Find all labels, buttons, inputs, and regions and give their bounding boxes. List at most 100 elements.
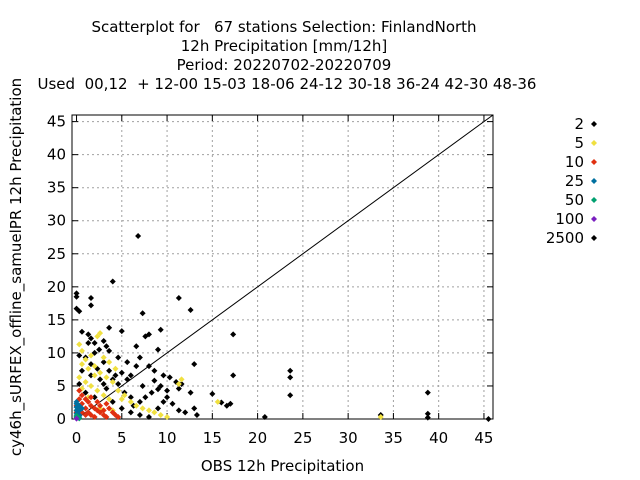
- data-point-series-2: [261, 414, 268, 421]
- data-point-series-2: [115, 354, 122, 361]
- data-point-series-25: [78, 405, 85, 412]
- x-axis-label: OBS 12h Precipitation: [201, 457, 364, 475]
- data-point-series-5: [100, 354, 107, 361]
- data-point-series-5: [151, 409, 158, 416]
- data-point-series-2: [145, 331, 152, 338]
- data-point-series-2: [160, 398, 167, 405]
- data-point-series-2: [164, 387, 171, 394]
- data-point-series-2: [78, 328, 85, 335]
- title-line-3: Period: 20220702-20220709: [177, 56, 392, 74]
- data-point-series-5: [109, 378, 116, 385]
- data-point-series-5: [127, 398, 134, 405]
- data-point-series-2: [106, 367, 113, 374]
- y-tick-label: 20: [47, 278, 66, 296]
- data-point-series-2: [287, 392, 294, 399]
- chart-title: Scatterplot for 67 stations Selection: F…: [38, 18, 537, 93]
- data-point-series-10: [94, 398, 101, 405]
- y-tick-label: 30: [47, 212, 66, 230]
- data-point-series-5: [85, 365, 92, 372]
- data-point-series-2: [160, 372, 167, 379]
- data-point-series-10: [76, 387, 83, 394]
- data-point-series-2: [88, 295, 95, 302]
- data-point-series-2: [424, 410, 431, 417]
- data-point-series-5: [164, 414, 171, 421]
- data-point-series-5: [78, 361, 85, 368]
- y-tick-label: 40: [47, 146, 66, 164]
- data-point-series-5: [91, 372, 98, 379]
- data-point-series-2: [136, 398, 143, 405]
- data-point-series-5: [97, 369, 104, 376]
- legend-marker: [591, 216, 597, 222]
- legend-label: 2: [574, 115, 584, 133]
- data-point-series-10: [88, 394, 95, 401]
- y-tick-label: 10: [47, 344, 66, 362]
- data-point-series-2: [91, 394, 98, 401]
- data-point-series-2: [187, 389, 194, 396]
- data-point-series-2: [85, 340, 92, 346]
- data-point-series-2: [485, 416, 492, 422]
- data-point-series-10: [82, 412, 89, 419]
- data-point-series-2: [151, 377, 158, 384]
- legend-marker: [591, 140, 597, 146]
- data-point-series-2: [76, 352, 83, 359]
- data-point-series-10: [78, 392, 85, 399]
- data-point-series-2: [91, 349, 98, 356]
- data-point-series-5: [178, 376, 185, 383]
- data-point-series-2: [182, 409, 189, 416]
- legend-label: 2500: [546, 229, 584, 247]
- data-point-series-5: [139, 405, 146, 412]
- data-point-series-5: [97, 330, 104, 337]
- data-point-series-10: [103, 400, 110, 407]
- data-point-series-2: [103, 385, 110, 392]
- title-line-2: 12h Precipitation [mm/12h]: [181, 37, 387, 55]
- data-point-series-2: [106, 324, 113, 331]
- data-point-series-5: [82, 356, 89, 363]
- data-point-series-2: [424, 414, 431, 421]
- data-point-series-2: [112, 372, 119, 379]
- data-points: [73, 232, 492, 422]
- data-point-series-2: [191, 405, 198, 412]
- data-point-series-5: [121, 392, 128, 399]
- legend-label: 50: [565, 191, 584, 209]
- data-point-series-5: [106, 396, 113, 403]
- data-point-series-10: [88, 402, 95, 409]
- data-point-series-2: [169, 400, 176, 407]
- data-point-series-2: [136, 412, 143, 419]
- data-point-series-2: [155, 386, 162, 393]
- y-tick-label: 25: [47, 245, 66, 263]
- data-point-series-10: [85, 398, 92, 405]
- x-tick-label: 5: [117, 429, 127, 447]
- x-tick-label: 10: [158, 429, 177, 447]
- legend-marker: [591, 159, 597, 165]
- data-point-series-2: [175, 385, 182, 392]
- x-tick-label: 35: [384, 429, 403, 447]
- data-point-series-5: [115, 387, 122, 394]
- data-point-series-2: [175, 295, 182, 302]
- data-point-series-2: [97, 376, 104, 383]
- data-point-series-2: [145, 363, 152, 370]
- grid: [72, 115, 493, 419]
- data-point-series-100: [73, 415, 80, 422]
- data-point-series-2: [96, 346, 103, 353]
- data-point-series-5: [377, 414, 384, 421]
- data-point-series-2: [73, 290, 80, 297]
- data-point-series-2: [109, 278, 116, 285]
- data-point-series-2: [139, 382, 146, 389]
- data-point-series-2: [91, 340, 98, 346]
- data-point-series-2: [133, 363, 140, 370]
- x-tick-label: 45: [474, 429, 493, 447]
- y-tick-label: 15: [47, 311, 66, 329]
- data-point-series-2: [157, 382, 164, 389]
- data-point-series-2: [155, 405, 162, 412]
- title-line-4: Used 00,12 + 12-00 15-03 18-06 24-12 30-…: [38, 75, 537, 93]
- data-point-series-2: [187, 306, 194, 313]
- data-point-series-2: [118, 328, 125, 335]
- data-point-series-2: [157, 326, 164, 333]
- data-point-series-2: [100, 359, 107, 366]
- data-point-series-2: [103, 343, 110, 350]
- data-point-series-2: [78, 367, 85, 374]
- data-point-series-10: [100, 407, 107, 414]
- data-point-series-5: [214, 398, 221, 405]
- x-tick-label: 20: [248, 429, 267, 447]
